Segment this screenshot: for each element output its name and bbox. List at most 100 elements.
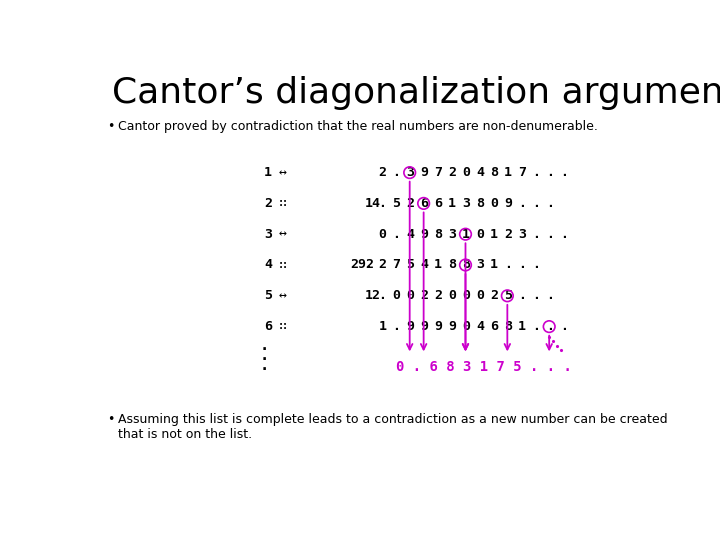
Text: 7: 7: [518, 166, 526, 179]
Text: .: .: [378, 197, 387, 210]
Text: 1: 1: [378, 320, 387, 333]
Text: .: .: [559, 166, 567, 179]
Text: 2: 2: [378, 166, 387, 179]
Text: 8: 8: [434, 228, 442, 241]
Text: 9: 9: [406, 320, 414, 333]
Text: •: •: [107, 413, 114, 426]
Text: .: .: [546, 320, 554, 333]
Text: ↔: ↔: [279, 228, 287, 241]
Text: .: .: [532, 320, 540, 333]
Text: .: .: [260, 359, 269, 373]
Text: 6: 6: [264, 320, 272, 333]
Text: .: .: [546, 289, 554, 302]
Text: 0: 0: [476, 289, 484, 302]
Text: 2: 2: [406, 197, 414, 210]
Text: .: .: [559, 228, 567, 241]
Text: ↔: ↔: [279, 289, 287, 302]
Text: ↔: ↔: [279, 166, 287, 179]
Text: .: .: [518, 197, 526, 210]
Text: Assuming this list is complete leads to a contradiction as a new number can be c: Assuming this list is complete leads to …: [118, 413, 667, 441]
Text: 9: 9: [420, 320, 428, 333]
Text: 9: 9: [504, 197, 512, 210]
Text: 5: 5: [406, 259, 414, 272]
Text: ∷: ∷: [279, 259, 287, 272]
Text: 3: 3: [406, 166, 414, 179]
Text: 6: 6: [434, 197, 442, 210]
Text: ∷: ∷: [279, 197, 287, 210]
Text: 0: 0: [392, 289, 400, 302]
Text: 1: 1: [490, 259, 498, 272]
Text: .: .: [532, 228, 540, 241]
Text: 3: 3: [264, 228, 272, 241]
Text: 1: 1: [448, 197, 456, 210]
Text: 0: 0: [378, 228, 387, 241]
Text: 8: 8: [476, 197, 484, 210]
Text: 2: 2: [420, 289, 428, 302]
Text: 9: 9: [434, 320, 442, 333]
Text: 0: 0: [462, 166, 470, 179]
Text: 0: 0: [406, 289, 414, 302]
Text: 7: 7: [392, 259, 400, 272]
Text: 2: 2: [504, 228, 512, 241]
Text: 8: 8: [448, 259, 456, 272]
Text: 0: 0: [462, 320, 470, 333]
Text: .: .: [518, 259, 526, 272]
Text: .: .: [392, 166, 400, 179]
Text: .: .: [532, 197, 540, 210]
Text: 8: 8: [504, 320, 512, 333]
Text: 9: 9: [420, 166, 428, 179]
Text: .: .: [546, 197, 554, 210]
Text: 6: 6: [420, 197, 428, 210]
Text: 4: 4: [476, 166, 484, 179]
Text: 2: 2: [264, 197, 272, 210]
Text: 1: 1: [434, 259, 442, 272]
Text: .: .: [532, 166, 540, 179]
Text: 0: 0: [462, 289, 470, 302]
Text: .: .: [518, 289, 526, 302]
Text: 3: 3: [476, 259, 484, 272]
Text: .: .: [532, 289, 540, 302]
Text: 1: 1: [264, 166, 272, 179]
Text: 2: 2: [378, 259, 387, 272]
Text: 4: 4: [264, 259, 272, 272]
Text: 6: 6: [490, 320, 498, 333]
Text: .: .: [378, 289, 387, 302]
Text: 1: 1: [518, 320, 526, 333]
Text: 9: 9: [448, 320, 456, 333]
Text: Cantor proved by contradiction that the real numbers are non-denumerable.: Cantor proved by contradiction that the …: [118, 120, 598, 133]
Text: 4: 4: [420, 259, 428, 272]
Text: 5: 5: [392, 197, 400, 210]
Text: 4: 4: [476, 320, 484, 333]
Text: 8: 8: [462, 259, 470, 272]
Text: 2: 2: [434, 289, 442, 302]
Text: 1: 1: [504, 166, 512, 179]
Text: .: .: [260, 348, 269, 363]
Text: .: .: [504, 259, 512, 272]
Text: 2: 2: [448, 166, 456, 179]
Text: 3: 3: [462, 197, 470, 210]
Text: 3: 3: [518, 228, 526, 241]
Text: 1: 1: [490, 228, 498, 241]
Text: 0 . 6 8 3 1 7 5 . . .: 0 . 6 8 3 1 7 5 . . .: [396, 360, 572, 374]
Text: .: .: [532, 259, 540, 272]
Text: 12: 12: [364, 289, 380, 302]
Text: 0: 0: [448, 289, 456, 302]
Text: Cantor’s diagonalization argument: Cantor’s diagonalization argument: [112, 76, 720, 110]
Text: 14: 14: [364, 197, 380, 210]
Text: •: •: [107, 120, 114, 133]
Text: .: .: [364, 259, 372, 272]
Text: 292: 292: [351, 259, 374, 272]
Text: 9: 9: [420, 228, 428, 241]
Text: .: .: [559, 320, 567, 333]
Text: 5: 5: [504, 289, 512, 302]
Text: 5: 5: [264, 289, 272, 302]
Text: .: .: [392, 228, 400, 241]
Text: .: .: [546, 166, 554, 179]
Text: 2: 2: [490, 289, 498, 302]
Text: .: .: [260, 339, 269, 353]
Text: 0: 0: [476, 228, 484, 241]
Text: 0: 0: [490, 197, 498, 210]
Text: .: .: [392, 320, 400, 333]
Text: ∷: ∷: [279, 320, 287, 333]
Text: 7: 7: [434, 166, 442, 179]
